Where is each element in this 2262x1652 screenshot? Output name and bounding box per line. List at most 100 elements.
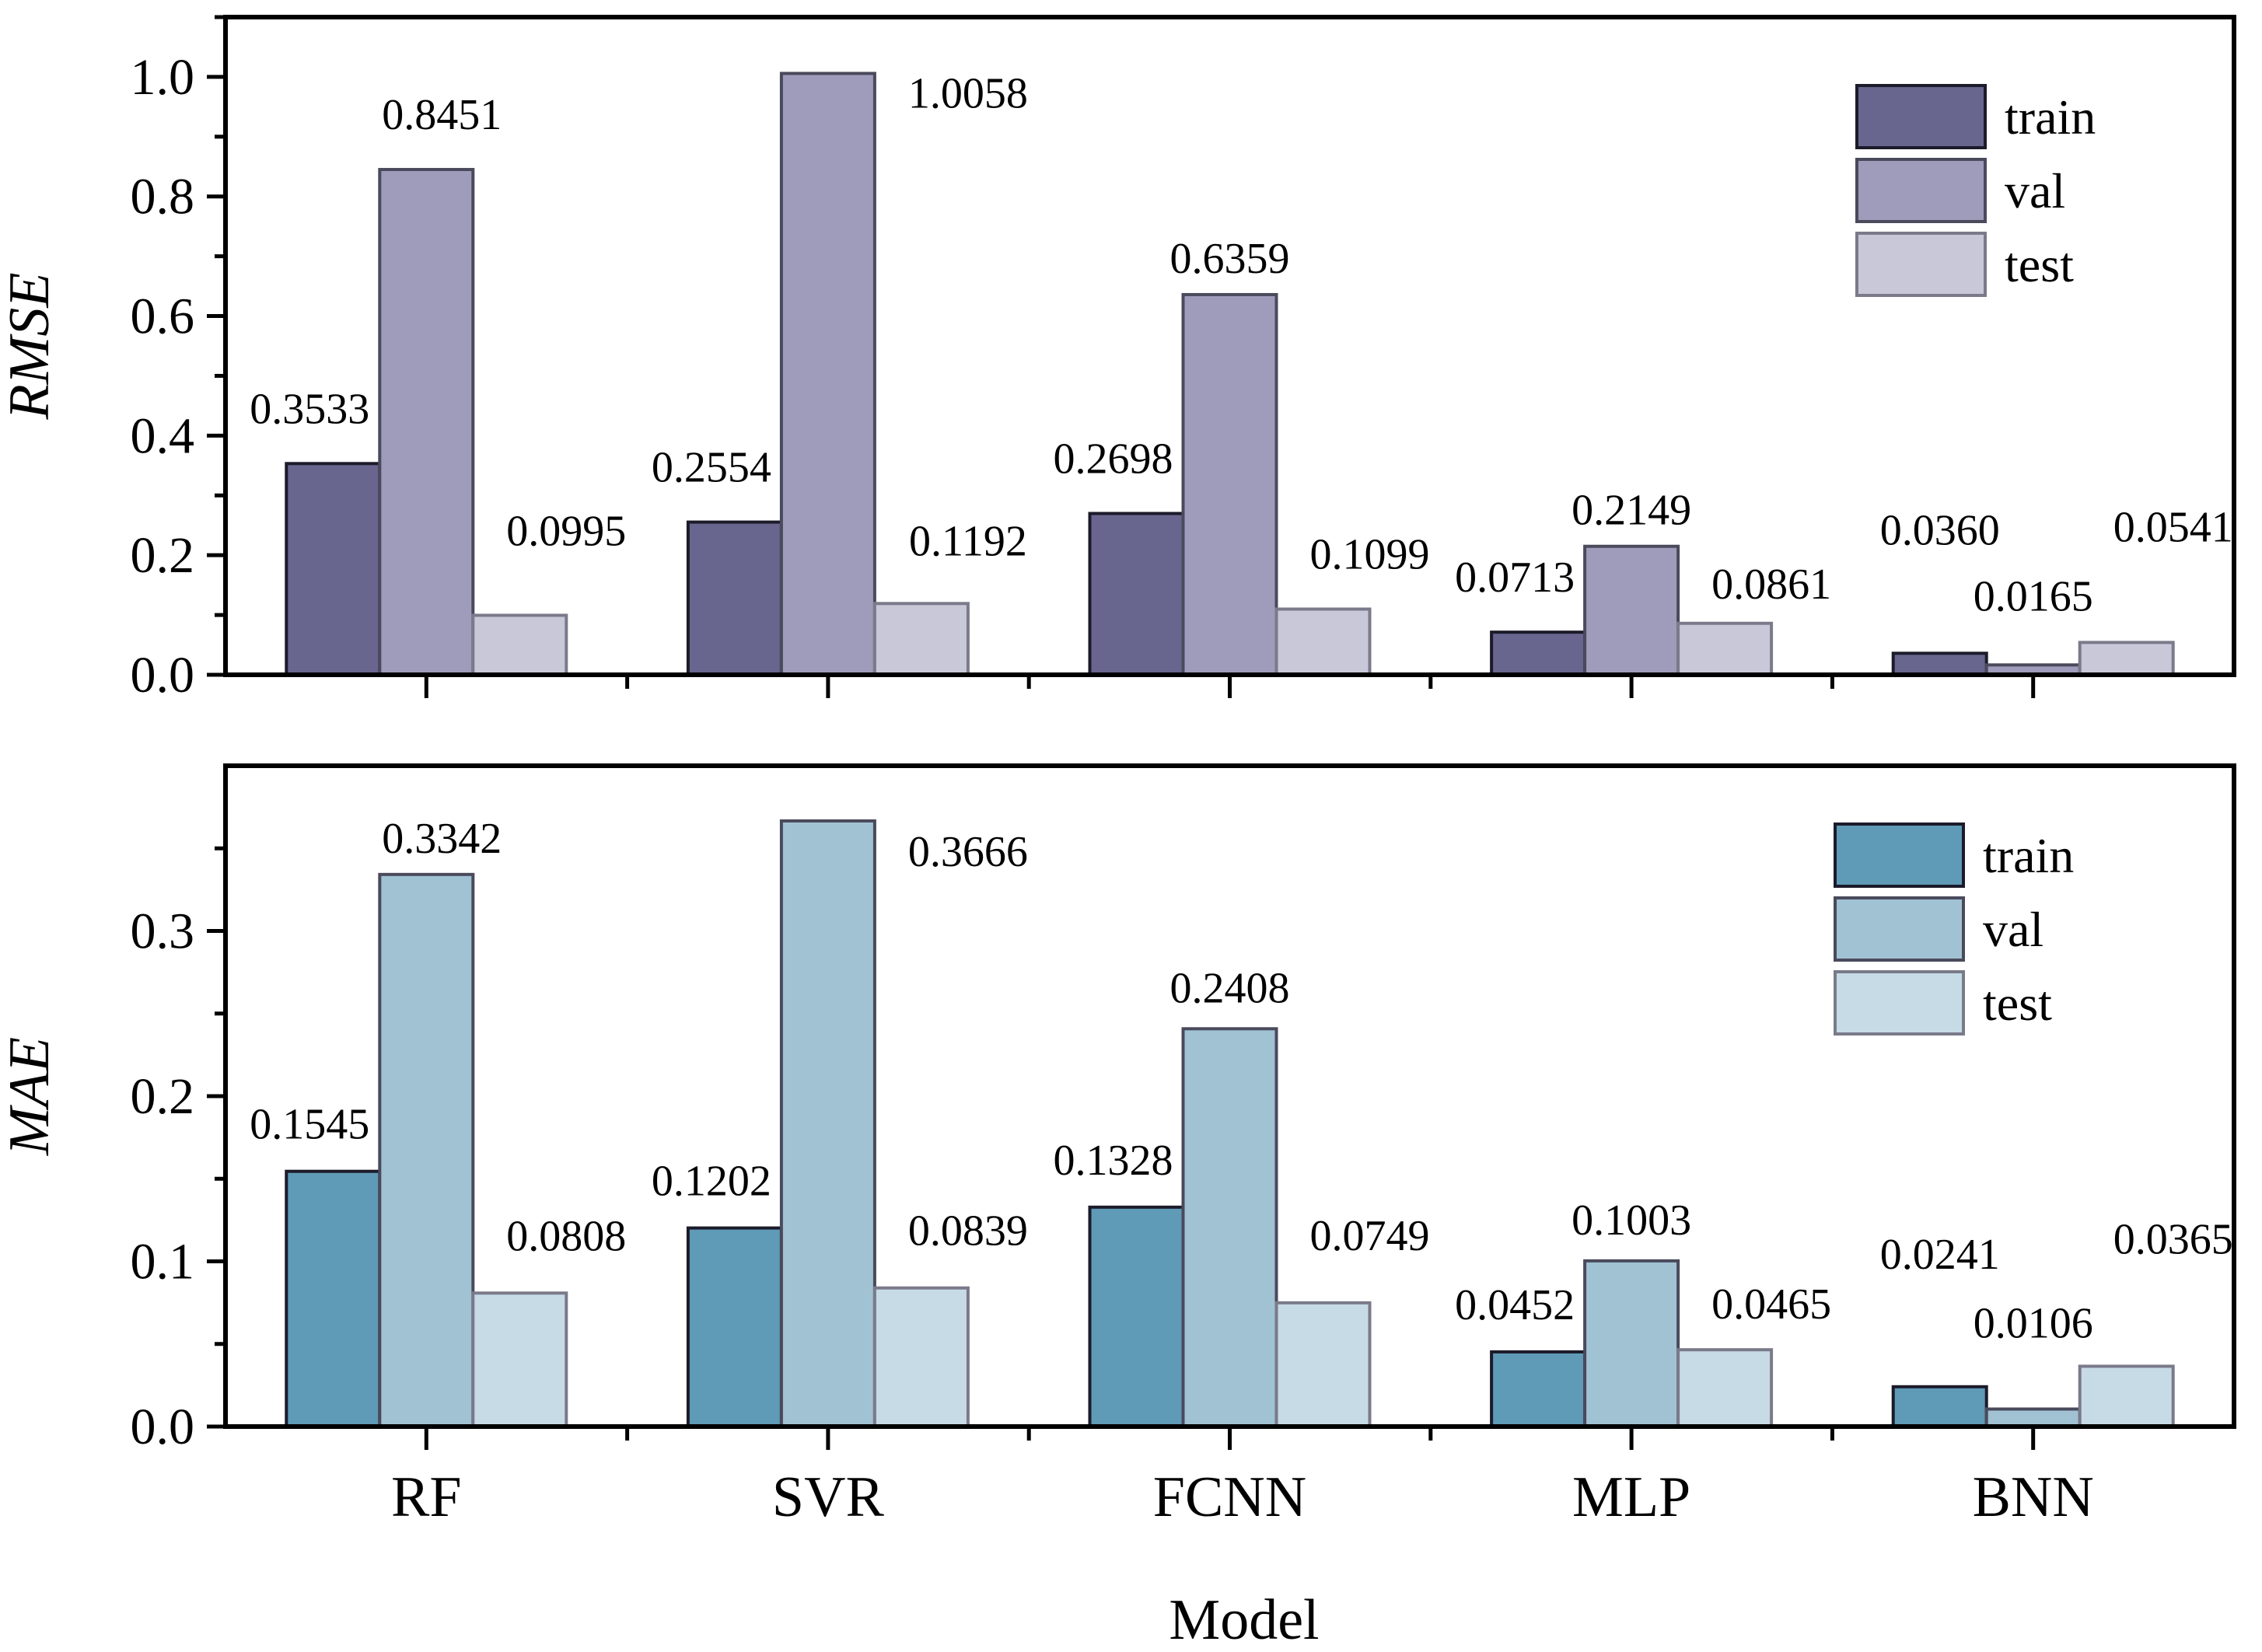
data-label-test-mlp: 0.0465 [1711, 1280, 1831, 1329]
bar-val-bnn [1984, 1407, 2082, 1428]
data-label-train-svr: 0.1202 [652, 1158, 771, 1206]
data-label-val-mlp: 0.2149 [1572, 487, 1691, 535]
bars: 0.3533 0.8451 0.0995 0.2554 1.0058 0.1192 0.26… [250, 69, 2233, 677]
data-label-train-fcnn: 0.2698 [1054, 435, 1173, 483]
data-label-test-rf: 0.0995 [506, 507, 626, 555]
data-label-test-rf: 0.0808 [506, 1212, 626, 1260]
legend-swatch-test [1834, 970, 1965, 1036]
bar-test-fcnn [1274, 607, 1372, 677]
legend-label-train: train [2005, 89, 2096, 145]
bar-train-fcnn [1088, 512, 1185, 676]
bar-val-svr [779, 819, 876, 1428]
bar-test-mlp [1676, 621, 1774, 676]
y-tick-label: 0.1 [131, 1234, 195, 1291]
x-tick-label-mlp: MLP [1572, 1465, 1690, 1529]
bar-val-fcnn [1181, 292, 1278, 676]
bar-test-mlp [1676, 1348, 1774, 1428]
data-label-val-mlp: 0.1003 [1572, 1196, 1691, 1245]
y-tick-label: 0.8 [131, 169, 195, 225]
x-tick-label-rf: RF [391, 1465, 462, 1529]
legend-swatch-train [1834, 823, 1965, 888]
bar-train-svr [686, 520, 783, 676]
y-tick-label: 0.6 [131, 288, 195, 345]
x-tick-label-fcnn: FCNN [1153, 1465, 1306, 1529]
x-axis [424, 675, 2036, 698]
y-axis-title: RMSE [0, 272, 61, 420]
x-tick-label-bnn: BNN [1973, 1465, 2094, 1529]
legend-label-test: test [1983, 976, 2052, 1031]
data-label-train-rf: 0.3533 [250, 385, 369, 433]
data-label-train-rf: 0.1545 [250, 1101, 369, 1149]
bar-test-rf [471, 1291, 568, 1429]
bar-train-mlp [1490, 1350, 1587, 1428]
bar-train-bnn [1891, 651, 1988, 677]
data-label-test-bnn: 0.0365 [2113, 1215, 2233, 1263]
data-label-val-rf: 0.8451 [382, 91, 502, 139]
legend-swatch-val [1834, 896, 1965, 962]
y-tick-label: 0.0 [131, 647, 195, 704]
y-tick-label: 0.3 [131, 903, 195, 960]
x-tick-label-svr: SVR [772, 1465, 885, 1529]
y-tick-label: 0.0 [131, 1399, 195, 1455]
legend-swatch-test [1855, 232, 1987, 297]
bar-test-fcnn [1274, 1301, 1372, 1429]
x-axis: RF SVR FCNN MLP BNN [391, 1427, 2094, 1529]
legend-label-val: val [1983, 902, 2043, 957]
legend-label-test: test [2005, 237, 2074, 292]
y-tick-label: 0.4 [131, 407, 195, 464]
data-label-train-bnn: 0.0241 [1880, 1231, 2000, 1279]
data-label-val-bnn: 0.0165 [1974, 572, 2093, 620]
data-label-train-mlp: 0.0452 [1455, 1281, 1575, 1329]
legend-swatch-val [1855, 158, 1987, 223]
bar-val-mlp [1583, 544, 1680, 676]
bar-val-rf [378, 168, 475, 677]
bar-test-svr [872, 1286, 970, 1429]
data-label-train-bnn: 0.0360 [1880, 506, 2000, 554]
bar-train-svr [686, 1226, 783, 1428]
data-label-test-fcnn: 0.0749 [1310, 1212, 1430, 1260]
x-axis-title: Model [1169, 1588, 1319, 1652]
y-tick-label: 0.2 [131, 1068, 195, 1125]
y-axis: 0.0 0.1 0.2 0.3 [131, 846, 226, 1455]
bar-test-bnn [2078, 641, 2175, 677]
data-label-val-rf: 0.3342 [382, 815, 502, 863]
bar-val-rf [378, 872, 475, 1428]
bar-val-svr [779, 72, 876, 676]
y-axis: 0.0 0.2 0.4 0.6 0.8 1.0 [131, 15, 226, 704]
data-label-train-mlp: 0.0713 [1455, 554, 1575, 602]
data-label-train-svr: 0.2554 [652, 444, 771, 492]
bar-test-bnn [2078, 1364, 2175, 1428]
legend-swatch-train [1855, 84, 1987, 149]
bar-train-rf [285, 1169, 382, 1428]
y-tick-label: 0.2 [131, 527, 195, 584]
bars: 0.1545 0.3342 0.0808 0.1202 0.3666 0.0839 0.13… [250, 815, 2233, 1429]
legend-label-val: val [2005, 163, 2065, 218]
bar-train-rf [285, 462, 382, 676]
data-label-train-fcnn: 0.1328 [1054, 1137, 1173, 1185]
mae-panel: 0.1545 0.3342 0.0808 0.1202 0.3666 0.0839 0.13… [0, 763, 2236, 1529]
y-tick-label: 1.0 [131, 49, 195, 106]
data-label-val-fcnn: 0.2408 [1170, 964, 1290, 1012]
data-label-val-svr: 1.0058 [908, 69, 1028, 117]
y-axis-title: MAE [0, 1037, 61, 1156]
bar-test-rf [471, 613, 568, 677]
bar-test-svr [872, 602, 970, 676]
bar-train-fcnn [1088, 1205, 1185, 1429]
bar-val-mlp [1583, 1259, 1680, 1429]
data-label-test-fcnn: 0.1099 [1310, 530, 1430, 578]
legend-label-train: train [1983, 828, 2074, 883]
shared-x-axis: Model [1169, 1588, 1319, 1652]
legend: train val test [1834, 823, 2074, 1036]
data-label-val-svr: 0.3666 [908, 828, 1028, 876]
bar-train-mlp [1490, 630, 1587, 676]
data-label-test-svr: 0.0839 [908, 1207, 1028, 1256]
rmse-panel: 0.3533 0.8451 0.0995 0.2554 1.0058 0.1192 0.26… [0, 15, 2236, 704]
bar-train-bnn [1891, 1385, 1988, 1428]
data-label-val-fcnn: 0.6359 [1170, 235, 1290, 283]
legend: train val test [1855, 84, 2096, 297]
bar-val-fcnn [1181, 1027, 1278, 1429]
data-label-test-svr: 0.1192 [909, 517, 1027, 565]
data-label-test-mlp: 0.0861 [1711, 561, 1831, 609]
data-label-val-bnn: 0.0106 [1974, 1299, 2093, 1347]
